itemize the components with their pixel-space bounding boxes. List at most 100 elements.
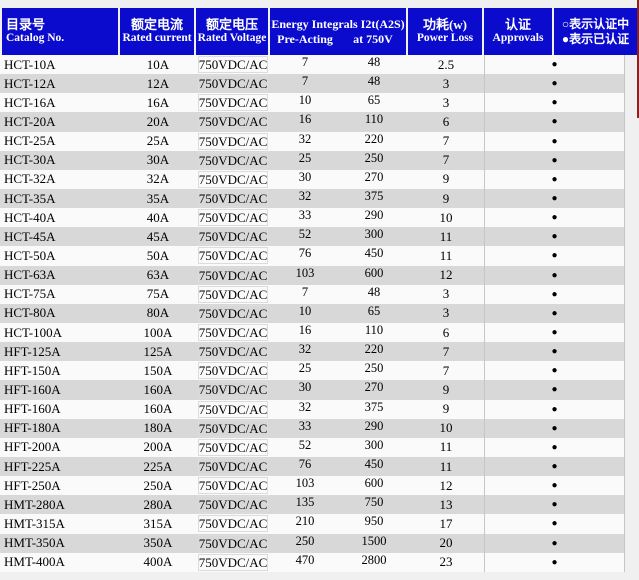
at-750v-cell: 110 — [340, 323, 408, 341]
at-750v-value: 220 — [364, 131, 384, 146]
header-at-750v: at 750V — [353, 31, 393, 46]
approval-dot-cell: ● — [484, 552, 625, 572]
at-750v-value: 48 — [367, 55, 381, 70]
catalog-no-cell: HCT-40A — [4, 209, 56, 225]
power-loss-cell: 11 — [439, 458, 453, 474]
at-750v-cell: 250 — [340, 151, 408, 168]
header-catalog-en: Catalog No. — [6, 32, 65, 45]
power-loss-cell: 7 — [442, 343, 450, 359]
at-750v-value: 290 — [364, 208, 384, 223]
at-750v-cell: 375 — [340, 189, 408, 207]
rated-current-cell: 125A — [143, 343, 173, 359]
pre-acting-cell: 16 — [270, 112, 340, 130]
rated-voltage-cell: 750VDC/AC — [196, 247, 270, 265]
pre-acting-cell: 30 — [270, 380, 340, 398]
pre-acting-value: 250 — [295, 533, 315, 548]
approval-dot-cell: ● — [484, 495, 625, 515]
pre-acting-value: 7 — [301, 284, 309, 299]
header-energy-integrals: Energy Integrals I2t(A2S) Pre-Acting at … — [270, 8, 406, 55]
pre-acting-value: 16 — [298, 112, 312, 127]
at-750v-value: 375 — [364, 399, 384, 414]
table-row: HFT-125A 125A 750VDC/AC 32 220 7 ● — [0, 342, 625, 362]
rated-voltage-cell: 750VDC/AC — [196, 438, 270, 456]
table-row: HFT-180A 180A 750VDC/AC 33 290 10 ● — [0, 418, 625, 438]
power-loss-cell: 9 — [442, 171, 450, 187]
table-row: HFT-225A 225A 750VDC/AC 76 450 11 ● — [0, 456, 625, 477]
at-750v-value: 375 — [364, 189, 384, 204]
table-row: HMT-315A 315A 750VDC/AC 210 950 17 ● — [0, 514, 625, 534]
rated-current-cell: 50A — [146, 247, 170, 263]
power-loss-cell: 9 — [442, 401, 450, 417]
pre-acting-value: 7 — [301, 74, 309, 89]
voltage-value: 750VDC/AC — [197, 209, 269, 227]
rated-current-cell: 45A — [146, 228, 170, 244]
at-750v-cell: 65 — [340, 93, 408, 111]
at-750v-cell: 750 — [340, 495, 408, 513]
pre-acting-value: 7 — [301, 55, 309, 70]
table-row: HCT-12A 12A 750VDC/AC 7 48 3 ● — [0, 74, 625, 94]
at-750v-cell: 375 — [340, 399, 408, 417]
pre-acting-value: 32 — [298, 189, 312, 204]
catalog-no-cell: HCT-12A — [4, 75, 56, 91]
at-750v-cell: 450 — [340, 246, 408, 264]
at-750v-value: 220 — [364, 342, 384, 357]
at-750v-cell: 48 — [340, 285, 408, 302]
pre-acting-value: 103 — [295, 265, 315, 280]
approval-dot-cell: ● — [484, 208, 625, 228]
at-750v-value: 600 — [364, 265, 384, 280]
header-power-loss: 功耗(w) Power Loss — [408, 8, 482, 55]
pre-acting-value: 210 — [295, 514, 315, 529]
at-750v-value: 300 — [364, 437, 384, 452]
table-row: HFT-200A 200A 750VDC/AC 52 300 11 ● — [0, 437, 625, 457]
rated-voltage-cell: 750VDC/AC — [196, 362, 270, 380]
rated-current-cell: 25A — [146, 133, 170, 149]
rated-current-cell: 100A — [143, 324, 173, 340]
rated-current-cell: 280A — [143, 496, 173, 512]
pre-acting-cell: 33 — [270, 208, 340, 226]
rated-current-cell: 180A — [143, 420, 173, 436]
power-loss-cell: 17 — [439, 515, 453, 531]
at-750v-value: 750 — [364, 495, 384, 510]
voltage-value: 750VDC/AC — [197, 438, 269, 456]
pre-acting-cell: 32 — [270, 189, 340, 207]
pre-acting-cell: 32 — [270, 132, 340, 149]
pre-acting-value: 470 — [295, 552, 315, 567]
pre-acting-value: 33 — [298, 418, 312, 433]
at-750v-cell: 48 — [340, 74, 408, 92]
power-loss-cell: 20 — [439, 535, 453, 551]
voltage-value: 750VDC/AC — [197, 515, 269, 533]
table-row: HCT-80A 80A 750VDC/AC 10 65 3 ● — [0, 303, 625, 323]
voltage-value: 750VDC/AC — [197, 381, 269, 399]
approval-dot-cell: ● — [484, 112, 625, 132]
pre-acting-value: 30 — [298, 380, 312, 395]
voltage-value: 750VDC/AC — [197, 400, 269, 418]
at-750v-value: 65 — [367, 93, 381, 108]
catalog-no-cell: HFT-250A — [4, 477, 61, 493]
pre-acting-value: 103 — [295, 476, 315, 491]
approval-dot-cell: ● — [484, 74, 625, 94]
rated-voltage-cell: 750VDC/AC — [196, 285, 270, 303]
table-row: HFT-250A 250A 750VDC/AC 103 600 12 ● — [0, 476, 625, 496]
approval-dot-cell: ● — [484, 246, 625, 266]
rated-voltage-cell: 750VDC/AC — [196, 400, 270, 418]
voltage-value: 750VDC/AC — [197, 496, 269, 514]
power-loss-cell: 10 — [439, 209, 453, 225]
at-750v-value: 270 — [364, 380, 384, 395]
power-loss-cell: 3 — [442, 94, 450, 110]
catalog-no-cell: HFT-150A — [4, 362, 61, 378]
table-row: HCT-63A 63A 750VDC/AC 103 600 12 ● — [0, 265, 625, 285]
rated-voltage-cell: 750VDC/AC — [196, 534, 270, 552]
approval-dot-cell: ● — [484, 456, 625, 477]
catalog-no-cell: HCT-80A — [4, 305, 56, 321]
power-loss-cell: 6 — [442, 324, 450, 340]
approval-dot-cell: ● — [484, 227, 625, 247]
catalog-no-cell: HCT-20A — [4, 113, 56, 129]
pre-acting-value: 16 — [298, 323, 312, 338]
at-750v-cell: 2800 — [340, 553, 408, 570]
pre-acting-value: 52 — [298, 437, 312, 452]
voltage-value: 750VDC/AC — [197, 343, 269, 361]
voltage-value: 750VDC/AC — [197, 56, 269, 74]
rated-voltage-cell: 750VDC/AC — [196, 151, 270, 169]
rated-voltage-cell: 750VDC/AC — [196, 496, 270, 514]
